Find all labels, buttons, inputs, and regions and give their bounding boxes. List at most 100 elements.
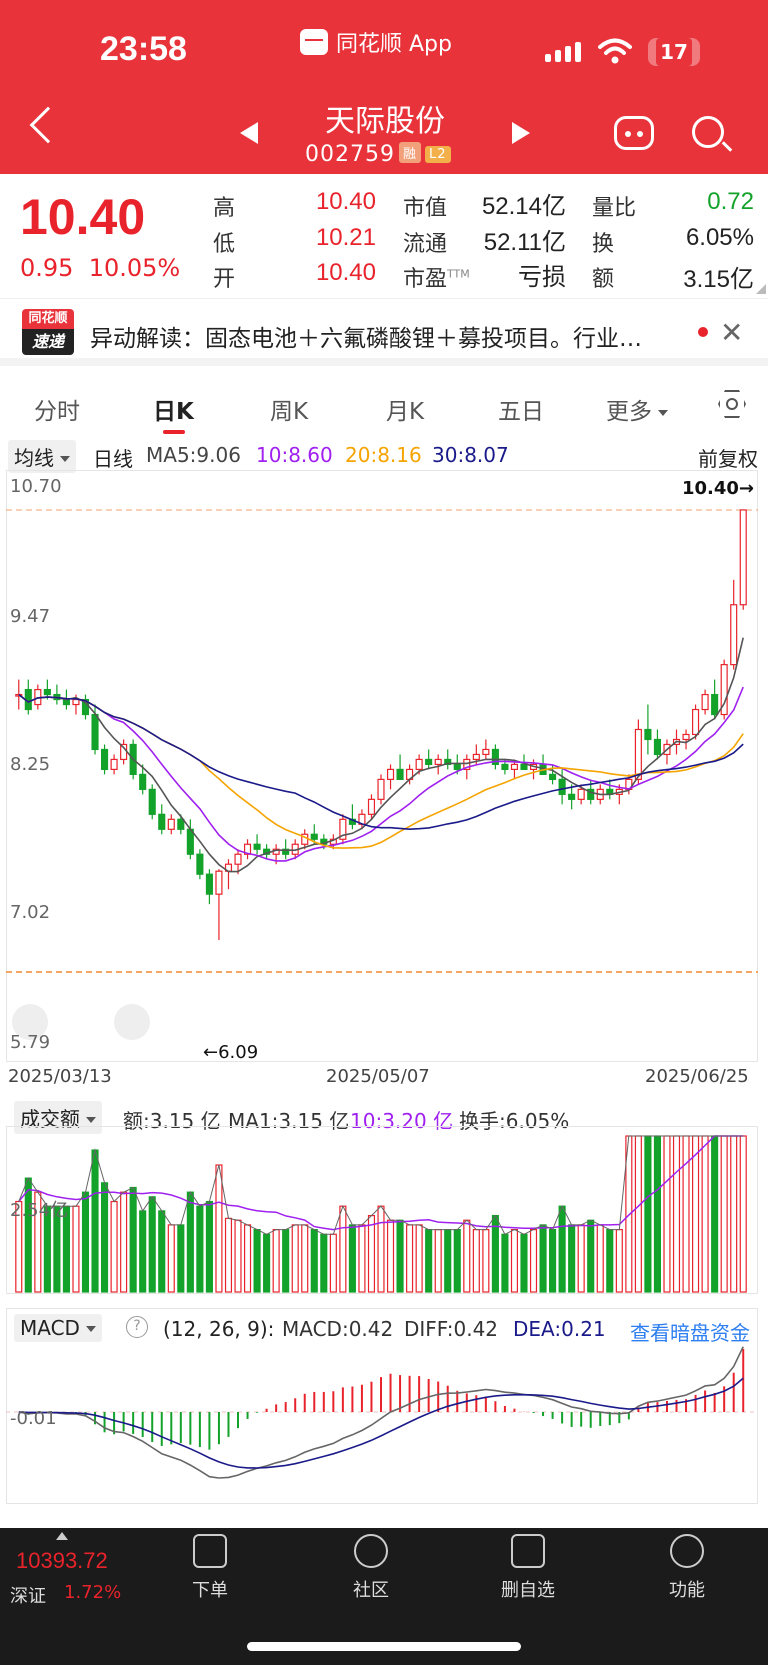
chevron-down-icon (60, 456, 70, 462)
candle-body (692, 708, 700, 736)
remove-watchlist-button[interactable]: 删自选 (483, 1534, 573, 1602)
kline-chart[interactable] (6, 470, 758, 1062)
current-price: 10.40 (20, 189, 146, 245)
news-text[interactable]: 异动解读：固态电池＋六氟磷酸锂＋募投项目。行业… (90, 326, 642, 352)
prev-stock-button[interactable] (240, 122, 258, 144)
open-value: 10.40 (315, 259, 376, 286)
volume-bar (444, 1228, 452, 1293)
stock-code-text: 002759 (305, 142, 395, 167)
tab-weekly-k[interactable]: 周K (270, 399, 309, 425)
candle-body (491, 748, 499, 766)
candle-body (72, 698, 80, 706)
tab-daily-k[interactable]: 日K (153, 399, 194, 425)
macd-indicator-label: MACD (20, 1316, 80, 1340)
order-icon (193, 1534, 227, 1568)
macd-params: (12, 26, 9): (163, 1317, 275, 1341)
diff-value: DIFF:0.42 (404, 1317, 499, 1341)
mktcap-value: 52.14亿 (481, 193, 566, 220)
volume-chart[interactable] (6, 1126, 758, 1294)
y-tick-3: 8.25 (10, 754, 51, 775)
back-button[interactable] (29, 106, 67, 144)
pe-ttm: TTM (447, 267, 470, 281)
volume-bar (730, 1135, 738, 1293)
next-stock-button[interactable] (512, 122, 530, 144)
community-button[interactable]: 社区 (326, 1534, 416, 1602)
candle-body (701, 693, 709, 711)
period-label: 日线 (93, 447, 133, 471)
volume-bar (224, 1217, 233, 1293)
candle-body (463, 758, 471, 771)
candle-body (730, 604, 738, 666)
dark-pool-link[interactable]: 查看暗盘资金 (630, 1321, 750, 1345)
volume-bar (139, 1210, 147, 1293)
volume-bar (158, 1210, 166, 1293)
candle-body (377, 778, 385, 800)
volume-bar (186, 1191, 194, 1293)
date-end: 2025/06/25 (645, 1066, 749, 1087)
app-logo-icon (300, 29, 328, 55)
candle-body (110, 758, 118, 771)
volume-bar (81, 1191, 90, 1293)
indicator-dropdown[interactable]: 均线 (8, 440, 76, 473)
volume-ma10: 10:3.20 亿 (350, 1109, 454, 1133)
volume-bar (110, 1200, 118, 1293)
candle-body (177, 818, 185, 830)
volume-bar (606, 1228, 614, 1293)
kline-chart-frame (6, 470, 758, 1062)
volume-bar (472, 1228, 480, 1293)
y-tick-1: 10.70 (10, 476, 62, 497)
status-app: 同花顺 App (300, 26, 452, 58)
settings-icon-inner (726, 398, 738, 410)
tab-monthly-k[interactable]: 月K (386, 399, 425, 425)
signal-icon (545, 42, 581, 62)
news-bar[interactable]: 同花顺 速递 异动解读：固态电池＋六氟磷酸锂＋募投项目。行业… (0, 298, 768, 366)
diff-line (18, 1346, 744, 1479)
macd-indicator-dropdown[interactable]: MACD (14, 1314, 102, 1342)
change-value: 0.95 (20, 254, 74, 282)
close-icon[interactable]: ✕ (720, 316, 744, 349)
volume-bar (644, 1135, 652, 1293)
volume-indicator-dropdown[interactable]: 成交额 (14, 1101, 102, 1134)
y-tick-5: 5.79 (10, 1032, 51, 1053)
volume-bar (615, 1228, 623, 1293)
community-icon (354, 1534, 388, 1568)
volume-bar (596, 1224, 604, 1293)
macd-chart[interactable] (6, 1340, 758, 1504)
tab-more[interactable]: 更多 (606, 392, 668, 426)
status-time: 23:58 (100, 30, 187, 68)
index-value[interactable]: 10393.72 (16, 1548, 108, 1573)
index-expand-icon[interactable] (56, 1532, 68, 1540)
order-button[interactable]: 下单 (165, 1534, 255, 1602)
volume-y-tick: 2.54亿 (10, 1200, 69, 1221)
float-value: 52.11亿 (483, 229, 566, 256)
high-label: 高 (213, 196, 236, 221)
volume-bar (529, 1228, 538, 1293)
candle-body (739, 509, 747, 606)
adjust-label[interactable]: 前复权 (698, 447, 758, 471)
function-button[interactable]: 功能 (642, 1534, 732, 1602)
expand-corner-icon[interactable] (756, 284, 766, 294)
candle-body (158, 813, 166, 830)
function-label: 功能 (669, 1580, 705, 1601)
search-icon[interactable] (692, 116, 724, 148)
help-icon[interactable]: ? (126, 1316, 148, 1338)
volume-ma1: MA1:3.15 亿 (228, 1109, 350, 1133)
volume-bar (539, 1224, 547, 1293)
volume-bar (282, 1228, 290, 1293)
mktcap-label: 市值 (403, 196, 448, 221)
volume-bar (482, 1228, 490, 1293)
volume-bar (415, 1224, 423, 1293)
tab-intraday[interactable]: 分时 (34, 399, 80, 425)
volume-bar (253, 1228, 261, 1293)
volume-bar (205, 1200, 213, 1293)
active-tab-indicator (163, 430, 185, 434)
stock-name: 天际股份 (325, 104, 445, 139)
settings-icon[interactable] (718, 390, 746, 418)
ma20-line (18, 693, 744, 849)
volume-bar (510, 1228, 519, 1293)
candle-body (139, 773, 147, 790)
robot-assistant-icon[interactable] (614, 116, 654, 150)
tab-five-day[interactable]: 五日 (498, 399, 544, 425)
candle-body (472, 753, 480, 761)
candle-body (558, 778, 566, 795)
